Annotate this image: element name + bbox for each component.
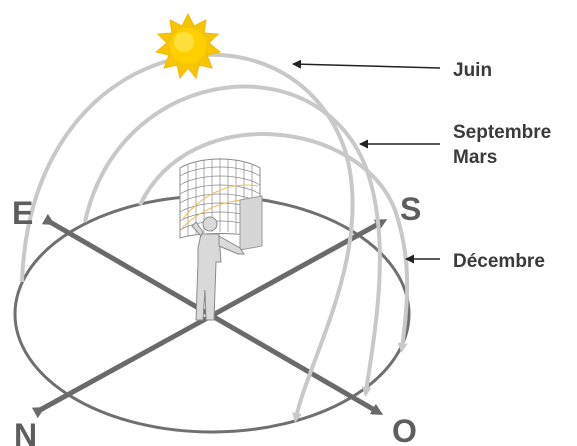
label-december: Décembre — [453, 251, 545, 272]
direction-west: O — [392, 413, 417, 446]
sun-icon — [156, 14, 220, 78]
label-june: Juin — [453, 60, 492, 81]
sky-grid-icon — [180, 158, 262, 250]
label-march: Mars — [453, 147, 497, 168]
direction-north: N — [14, 417, 37, 446]
direction-east: E — [12, 195, 33, 231]
label-september: Septembre — [453, 122, 551, 143]
pointer-june — [293, 64, 440, 68]
direction-south: S — [400, 191, 421, 227]
